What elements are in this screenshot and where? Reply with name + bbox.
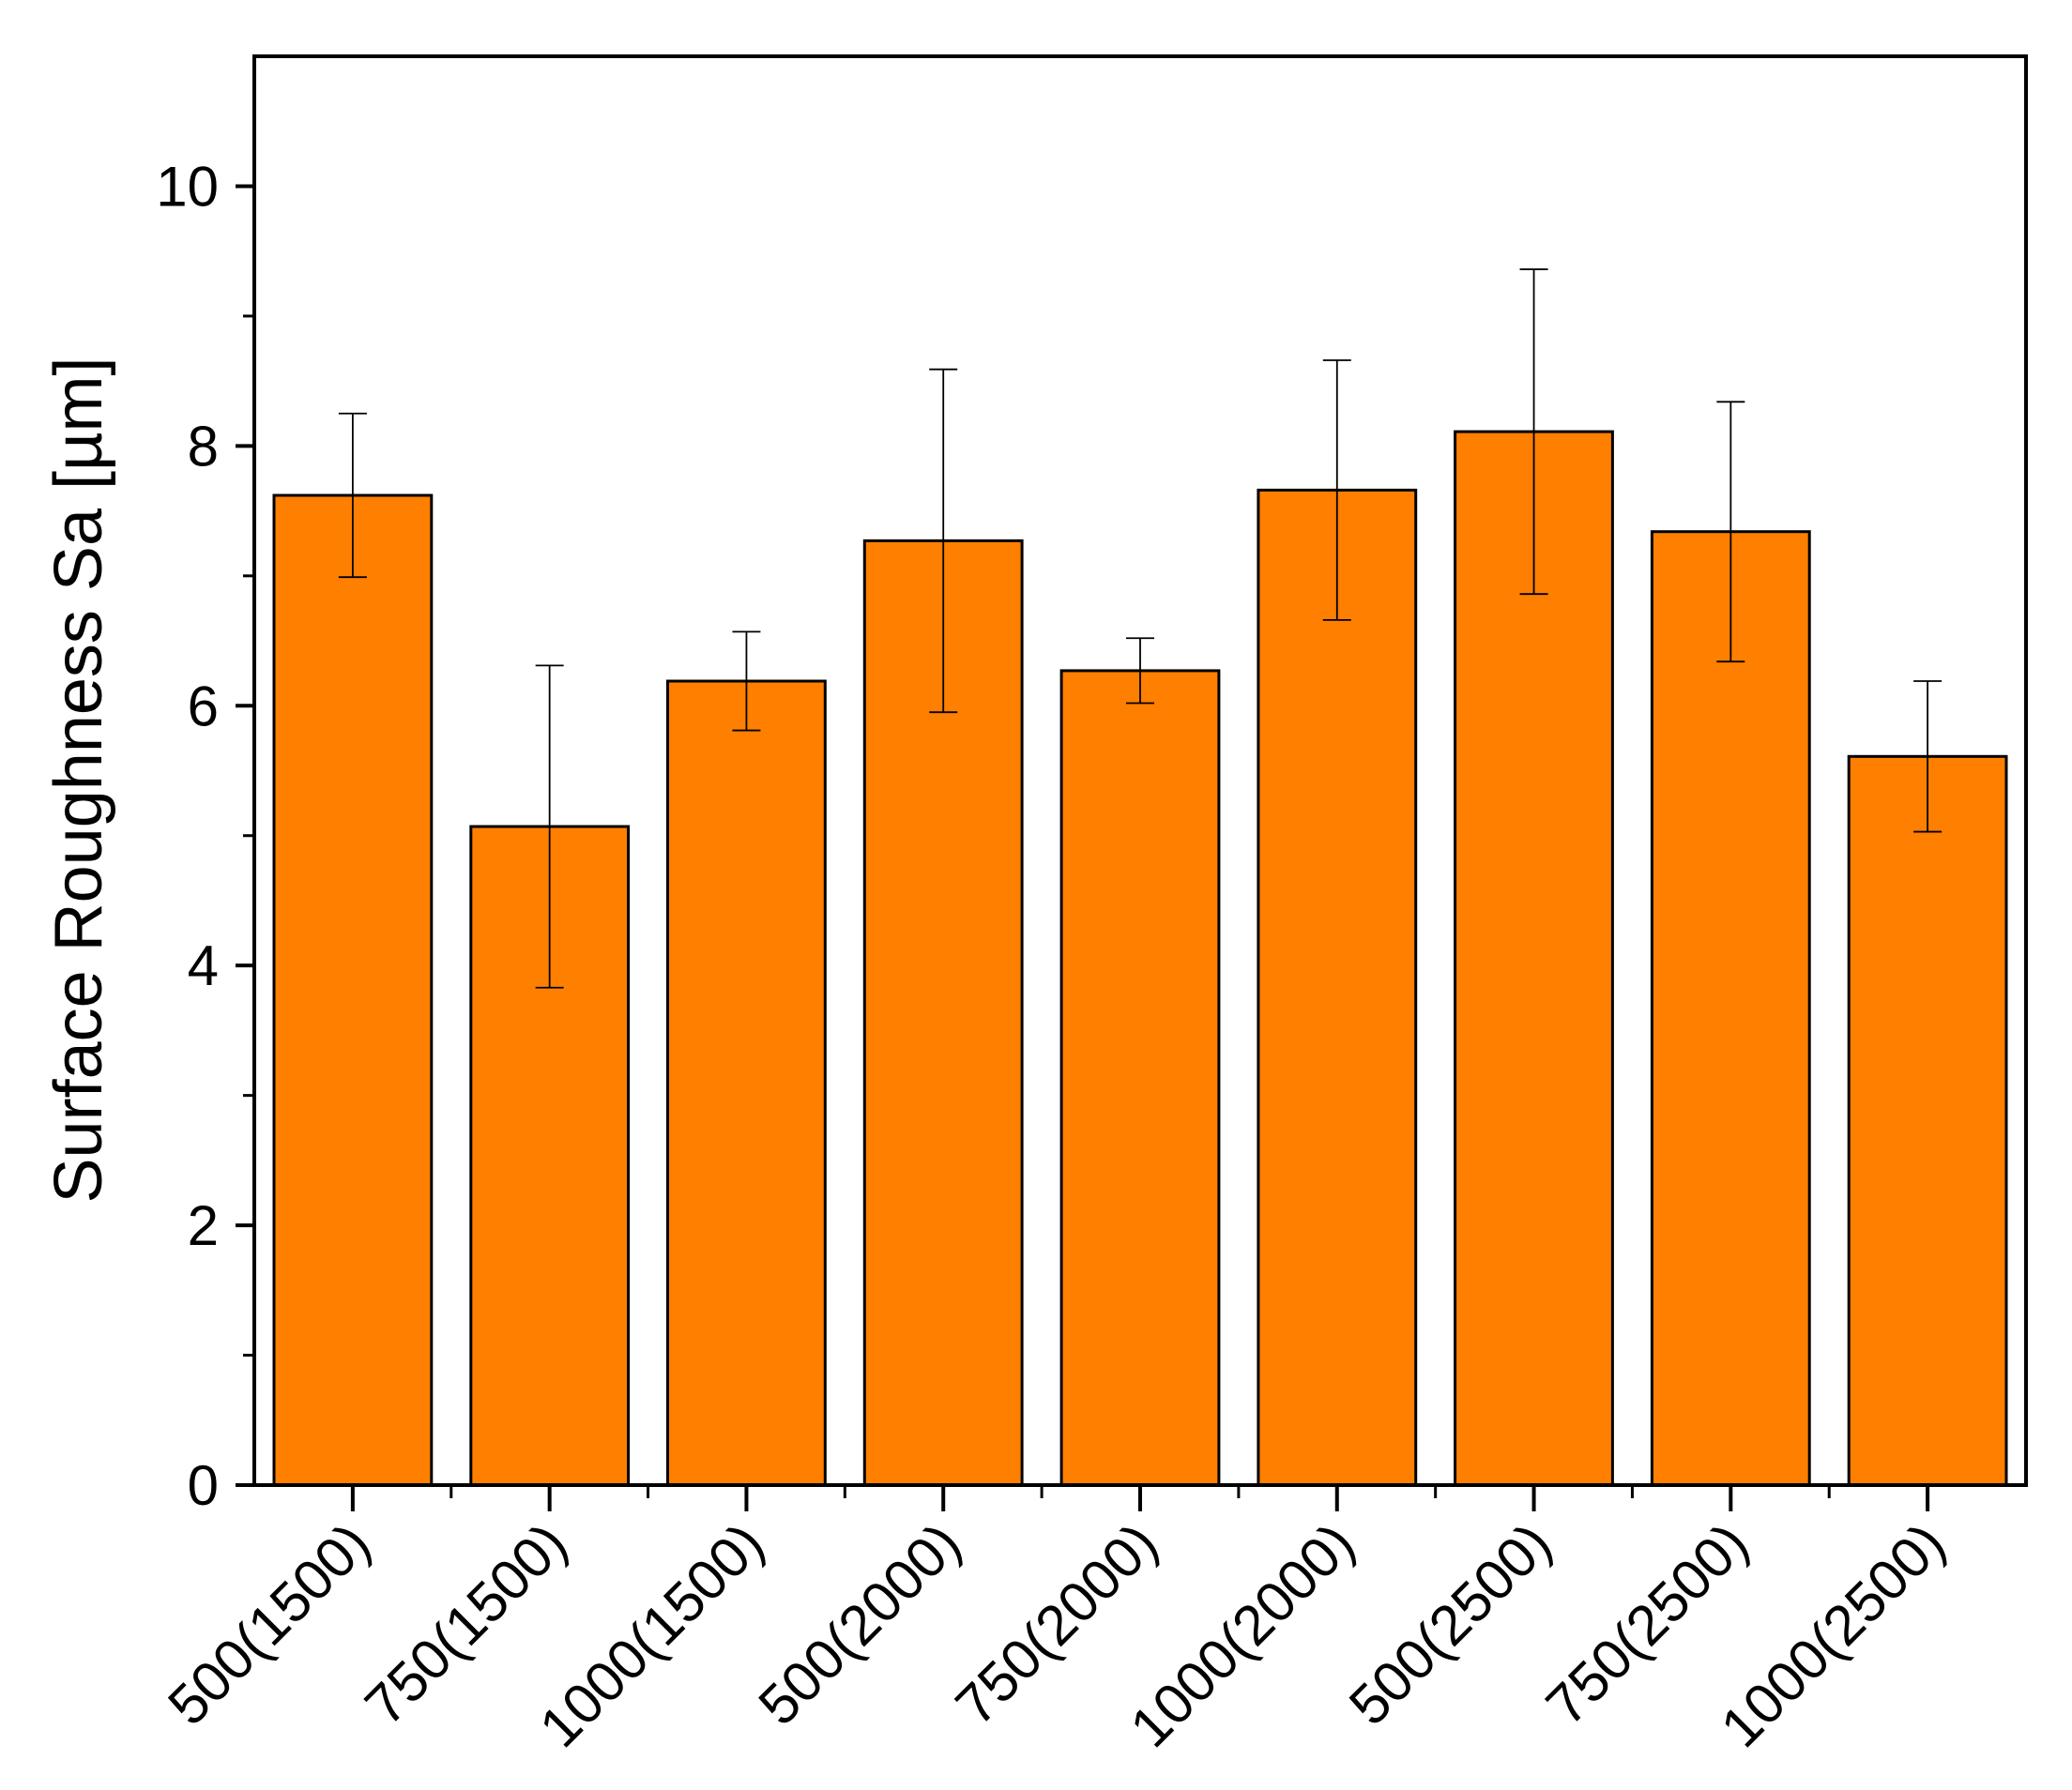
bar-0 [272,493,434,1487]
error-bar-5 [1322,359,1351,621]
y-tick-label-1: 2 [188,1194,219,1257]
bar-7 [1650,530,1811,1487]
y-tick-label-0: 0 [188,1454,219,1517]
y-tick-label-4: 8 [188,415,219,478]
y-tick-label-3: 6 [188,675,219,737]
x-tick-label-3: 500(2000) [747,1511,973,1737]
x-tick-label-6: 500(2500) [1337,1511,1563,1737]
bar-5 [1257,488,1418,1487]
error-bar-4 [1126,637,1154,705]
error-bar-2 [732,630,761,732]
bars-layer [272,430,2008,1487]
bar-4 [1059,669,1221,1487]
bar-8 [1847,754,2008,1487]
y-tick-label-2: 4 [188,934,219,997]
error-bar-0 [338,412,367,579]
error-bar-8 [1913,680,1942,833]
x-tick-label-0: 500(1500) [156,1511,382,1737]
axes-layer [236,54,2028,1511]
error-bar-7 [1716,401,1745,663]
y-tick-label-5: 10 [156,155,219,218]
error-bar-6 [1519,268,1548,596]
error-bar-3 [929,368,958,714]
error-bars-layer [338,268,1942,989]
y-axis-title: Surface Roughness Sa [µm] [41,357,116,1204]
error-bar-1 [535,664,564,989]
bar-2 [666,679,827,1487]
